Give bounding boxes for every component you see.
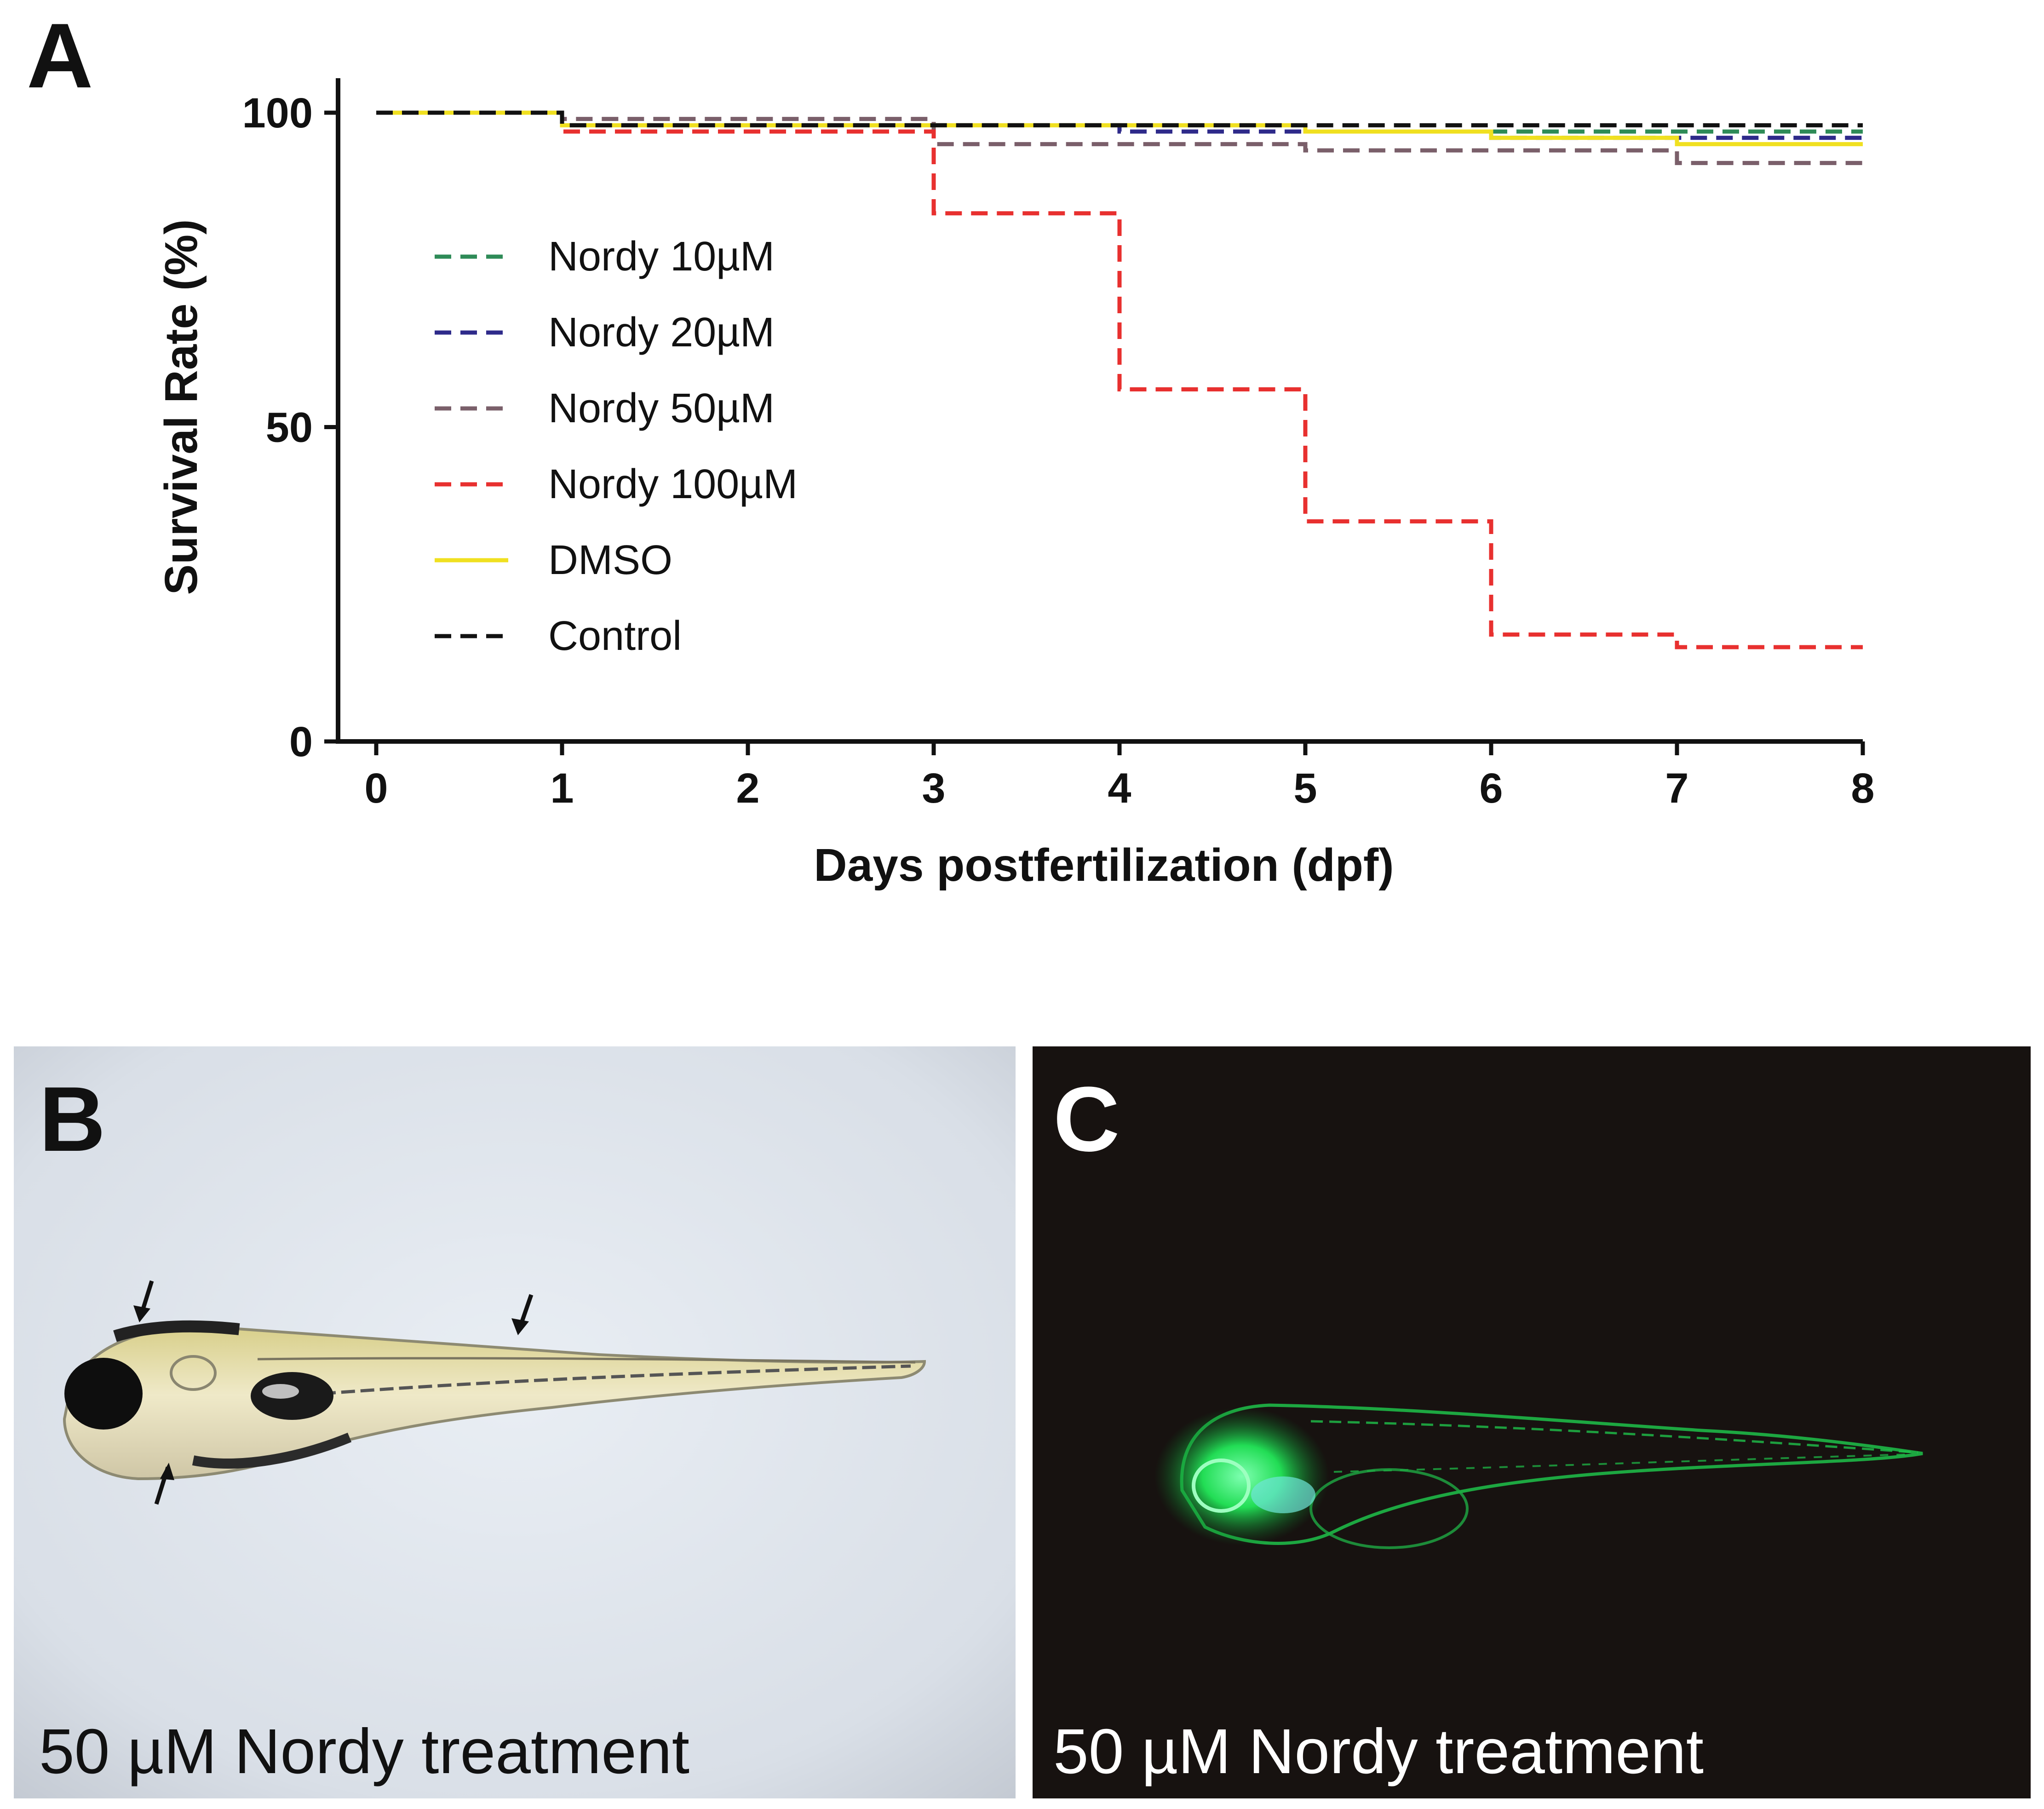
x-tick-label: 5 — [1293, 765, 1317, 812]
x-tick-label: 2 — [736, 765, 759, 812]
x-tick-label: 0 — [364, 765, 388, 812]
x-tick-label: 6 — [1479, 765, 1503, 812]
x-tick-label: 8 — [1851, 765, 1874, 812]
zebrafish-larva-brightfield — [63, 1320, 926, 1481]
panel-letter-b: B — [39, 1068, 105, 1171]
zebrafish-larva-fluorescence — [1154, 1403, 1923, 1549]
legend-label-nordy-20um: Nordy 20µM — [548, 310, 775, 356]
y-tick-label: 100 — [242, 90, 313, 137]
larva-otic-vesicle — [170, 1355, 217, 1391]
arrow-icon-ventral — [154, 1463, 174, 1505]
legend-label-nordy-100um: Nordy 100µM — [548, 461, 798, 507]
x-tick-label: 7 — [1665, 765, 1688, 812]
x-tick-label: 1 — [550, 765, 574, 812]
legend-label-control: Control — [548, 613, 682, 659]
x-axis-title: Days postfertilization (dpf) — [814, 839, 1394, 891]
larva-dorsal-pigment — [113, 1320, 240, 1342]
arrow-icon-trunk — [511, 1294, 534, 1335]
panel-c: C 50 µM Nordy treatment — [1033, 1046, 2031, 1798]
larva-eye-glow — [1192, 1459, 1251, 1513]
x-tick-label: 4 — [1108, 765, 1131, 812]
micrograph-c-background — [1033, 1046, 2031, 1798]
larva-yolk-pigment — [192, 1432, 352, 1469]
larva-eye — [64, 1358, 143, 1430]
larva-swim-bladder-highlight — [262, 1384, 299, 1399]
series-line-nordy-100um — [376, 110, 1863, 649]
panel-letter-a: A — [27, 5, 93, 107]
y-axis-title: Survival Rate (%) — [155, 219, 207, 595]
y-tick-label: 50 — [266, 404, 313, 451]
legend: Nordy 10µM Nordy 20µM Nordy 50µM Nordy 100µ… — [435, 234, 798, 659]
larva-vasculature-body — [1180, 1403, 1923, 1545]
panel-b: B 50 µM Nordy treatment — [14, 1046, 1016, 1798]
panel-a: A 0 1 2 3 4 5 6 7 8 0 50 100 Days postfertilization… — [27, 5, 1875, 891]
tick-layer: 0 1 2 3 4 5 6 7 8 0 50 100 — [242, 90, 1875, 812]
larva-notochord — [322, 1364, 911, 1396]
larva-gill-glow — [1251, 1476, 1315, 1513]
larva-dorsal-line — [257, 1357, 916, 1364]
legend-label-dmso: DMSO — [548, 537, 672, 583]
caption-b: 50 µM Nordy treatment — [39, 1716, 689, 1787]
x-tick-label: 3 — [922, 765, 945, 812]
caption-c: 50 µM Nordy treatment — [1053, 1716, 1704, 1787]
axes — [336, 78, 1863, 744]
arrow-icon-head — [133, 1280, 154, 1322]
larva-head-glow — [1154, 1407, 1329, 1545]
y-tick-label: 0 — [289, 718, 313, 765]
larva-body — [63, 1325, 926, 1481]
panel-letter-c: C — [1053, 1068, 1120, 1171]
series-line-control — [376, 110, 1863, 127]
larva-vasculature-trunk — [1310, 1420, 1918, 1454]
survival-plot: 0 1 2 3 4 5 6 7 8 0 50 100 Days postfertilization (… — [155, 78, 1875, 891]
series-layer — [376, 110, 1863, 649]
legend-label-nordy-50um: Nordy 50µM — [548, 385, 775, 431]
larva-vasculature-ventral — [1333, 1453, 1909, 1473]
legend-label-nordy-10um: Nordy 10µM — [548, 234, 775, 280]
